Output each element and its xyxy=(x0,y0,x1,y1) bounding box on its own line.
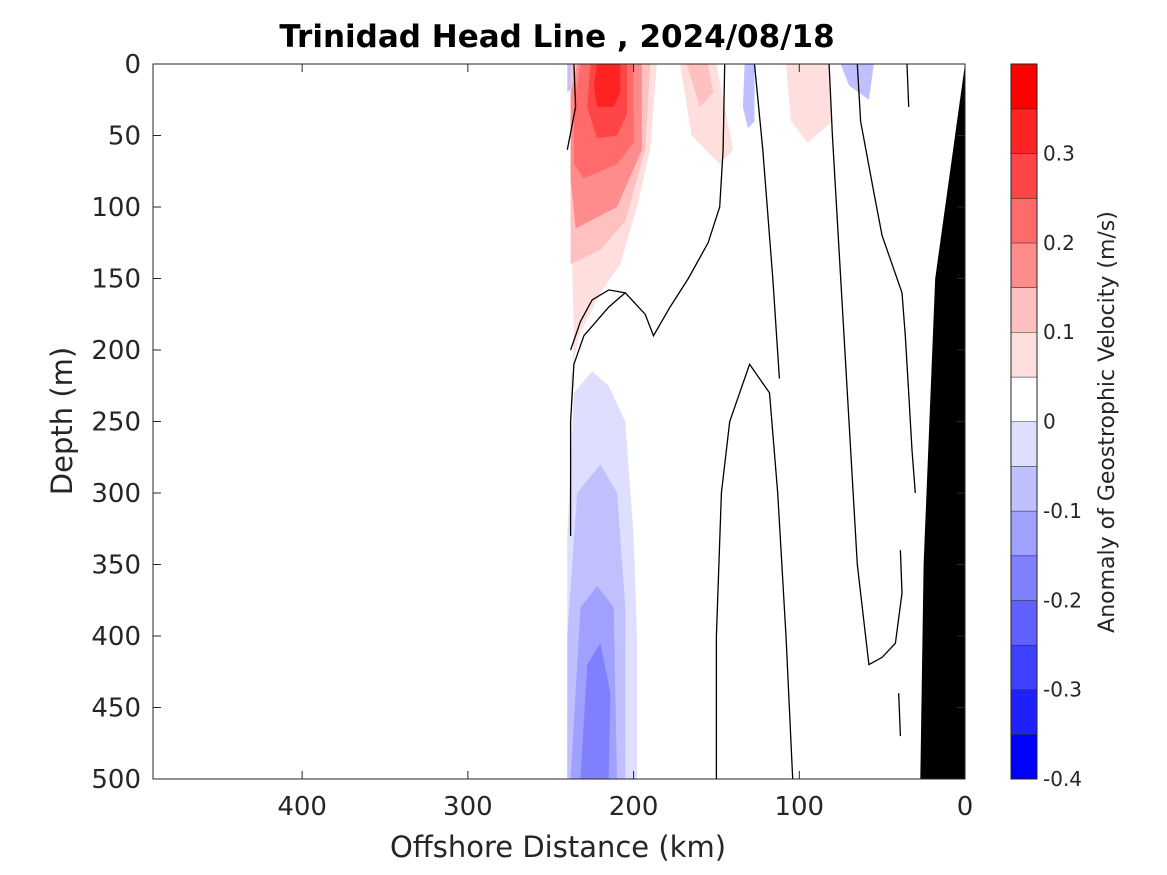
contour-region-pos-3 xyxy=(786,64,833,143)
x-tick-label: 0 xyxy=(957,792,974,822)
colorbar-ticks: 0.3 0.2 0.1 0 -0.1 -0.2 -0.3 -0.4 xyxy=(1043,141,1082,791)
y-tick-label: 450 xyxy=(91,694,141,724)
x-axis-ticks: 400 300 200 100 0 xyxy=(277,64,973,822)
colorbar xyxy=(1010,63,1038,780)
y-tick-label: 0 xyxy=(124,50,141,80)
colorbar-bin xyxy=(1011,734,1037,779)
colorbar-tick-label: 0 xyxy=(1043,410,1056,434)
y-tick-label: 300 xyxy=(91,479,141,509)
colorbar-bin xyxy=(1011,555,1037,601)
zero-contour-line-3 xyxy=(715,362,794,779)
colorbar-bin xyxy=(1011,466,1037,511)
colorbar-bin xyxy=(1011,108,1037,154)
zero-contour-line-5 xyxy=(828,64,903,666)
contour-region-pos-9 xyxy=(686,64,714,107)
colorbar-bin xyxy=(1011,64,1037,109)
contour-region-neg-5 xyxy=(742,64,755,129)
zero-contour-line-2 xyxy=(569,292,626,536)
zero-contour-line-0 xyxy=(566,64,577,150)
plot-area-frame xyxy=(152,63,966,780)
colorbar-label: Anomaly of Geostrophic Velocity (m/s) xyxy=(1095,211,1120,633)
zero-contour-line-7 xyxy=(906,64,910,107)
x-axis-label: Offshore Distance (km) xyxy=(390,830,726,864)
land-polygon xyxy=(920,64,965,779)
x-tick-label: 400 xyxy=(277,792,327,822)
zero-contour-line-4 xyxy=(753,64,781,379)
colorbar-bin xyxy=(1011,287,1037,333)
colorbar-bin xyxy=(1011,153,1037,199)
x-tick-label: 300 xyxy=(443,792,493,822)
land-mask xyxy=(920,64,965,779)
colorbar-bin xyxy=(1011,332,1037,377)
y-tick-label: 400 xyxy=(91,622,141,652)
y-tick-label: 250 xyxy=(91,408,141,438)
colorbar-tick-label: -0.2 xyxy=(1043,588,1082,612)
colorbar-tick-label: 0.3 xyxy=(1043,141,1075,165)
y-tick-label: 200 xyxy=(91,336,141,366)
y-tick-label: 350 xyxy=(91,551,141,581)
y-tick-label: 150 xyxy=(91,265,141,295)
colorbar-bin xyxy=(1011,510,1037,556)
colorbar-bin xyxy=(1011,376,1037,422)
plot-area-background xyxy=(153,64,965,779)
contour-region-pos-15 xyxy=(593,64,621,107)
colorbar-frame xyxy=(1010,63,1038,780)
y-axis-ticks: 0 50 100 150 200 250 300 350 400 450 500 xyxy=(91,50,965,795)
colorbar-tick-label: -0.3 xyxy=(1043,678,1082,702)
colorbar-tick-label: -0.4 xyxy=(1043,767,1082,791)
colorbar-tick-label: 0.2 xyxy=(1043,231,1075,255)
zero-contour-line-6 xyxy=(856,64,916,494)
chart-title: Trinidad Head Line , 2024/08/18 xyxy=(279,19,834,55)
contour-region-neg-6 xyxy=(840,64,874,100)
contour-regions xyxy=(567,64,874,779)
colorbar-bin xyxy=(1011,600,1037,645)
colorbar-bin xyxy=(1011,644,1037,690)
colorbar-bin xyxy=(1011,421,1037,467)
contour-region-neg-12 xyxy=(580,643,611,779)
y-tick-label: 50 xyxy=(108,122,141,152)
y-axis-label: Depth (m) xyxy=(45,347,79,495)
x-tick-label: 100 xyxy=(774,792,824,822)
colorbar-tick-label: 0.1 xyxy=(1043,320,1075,344)
colorbar-bin xyxy=(1011,689,1037,735)
colorbar-tick-label: -0.1 xyxy=(1043,499,1082,523)
zero-contour-line-1 xyxy=(569,64,726,351)
zero-contour-line-8 xyxy=(898,693,902,737)
y-tick-label: 500 xyxy=(91,765,141,795)
x-tick-label: 200 xyxy=(609,792,659,822)
contour-region-pos-2 xyxy=(680,64,733,165)
colorbar-bin xyxy=(1011,198,1037,243)
colorbar-bin xyxy=(1011,242,1037,288)
y-tick-label: 100 xyxy=(91,193,141,223)
zero-contour-lines xyxy=(566,64,916,779)
